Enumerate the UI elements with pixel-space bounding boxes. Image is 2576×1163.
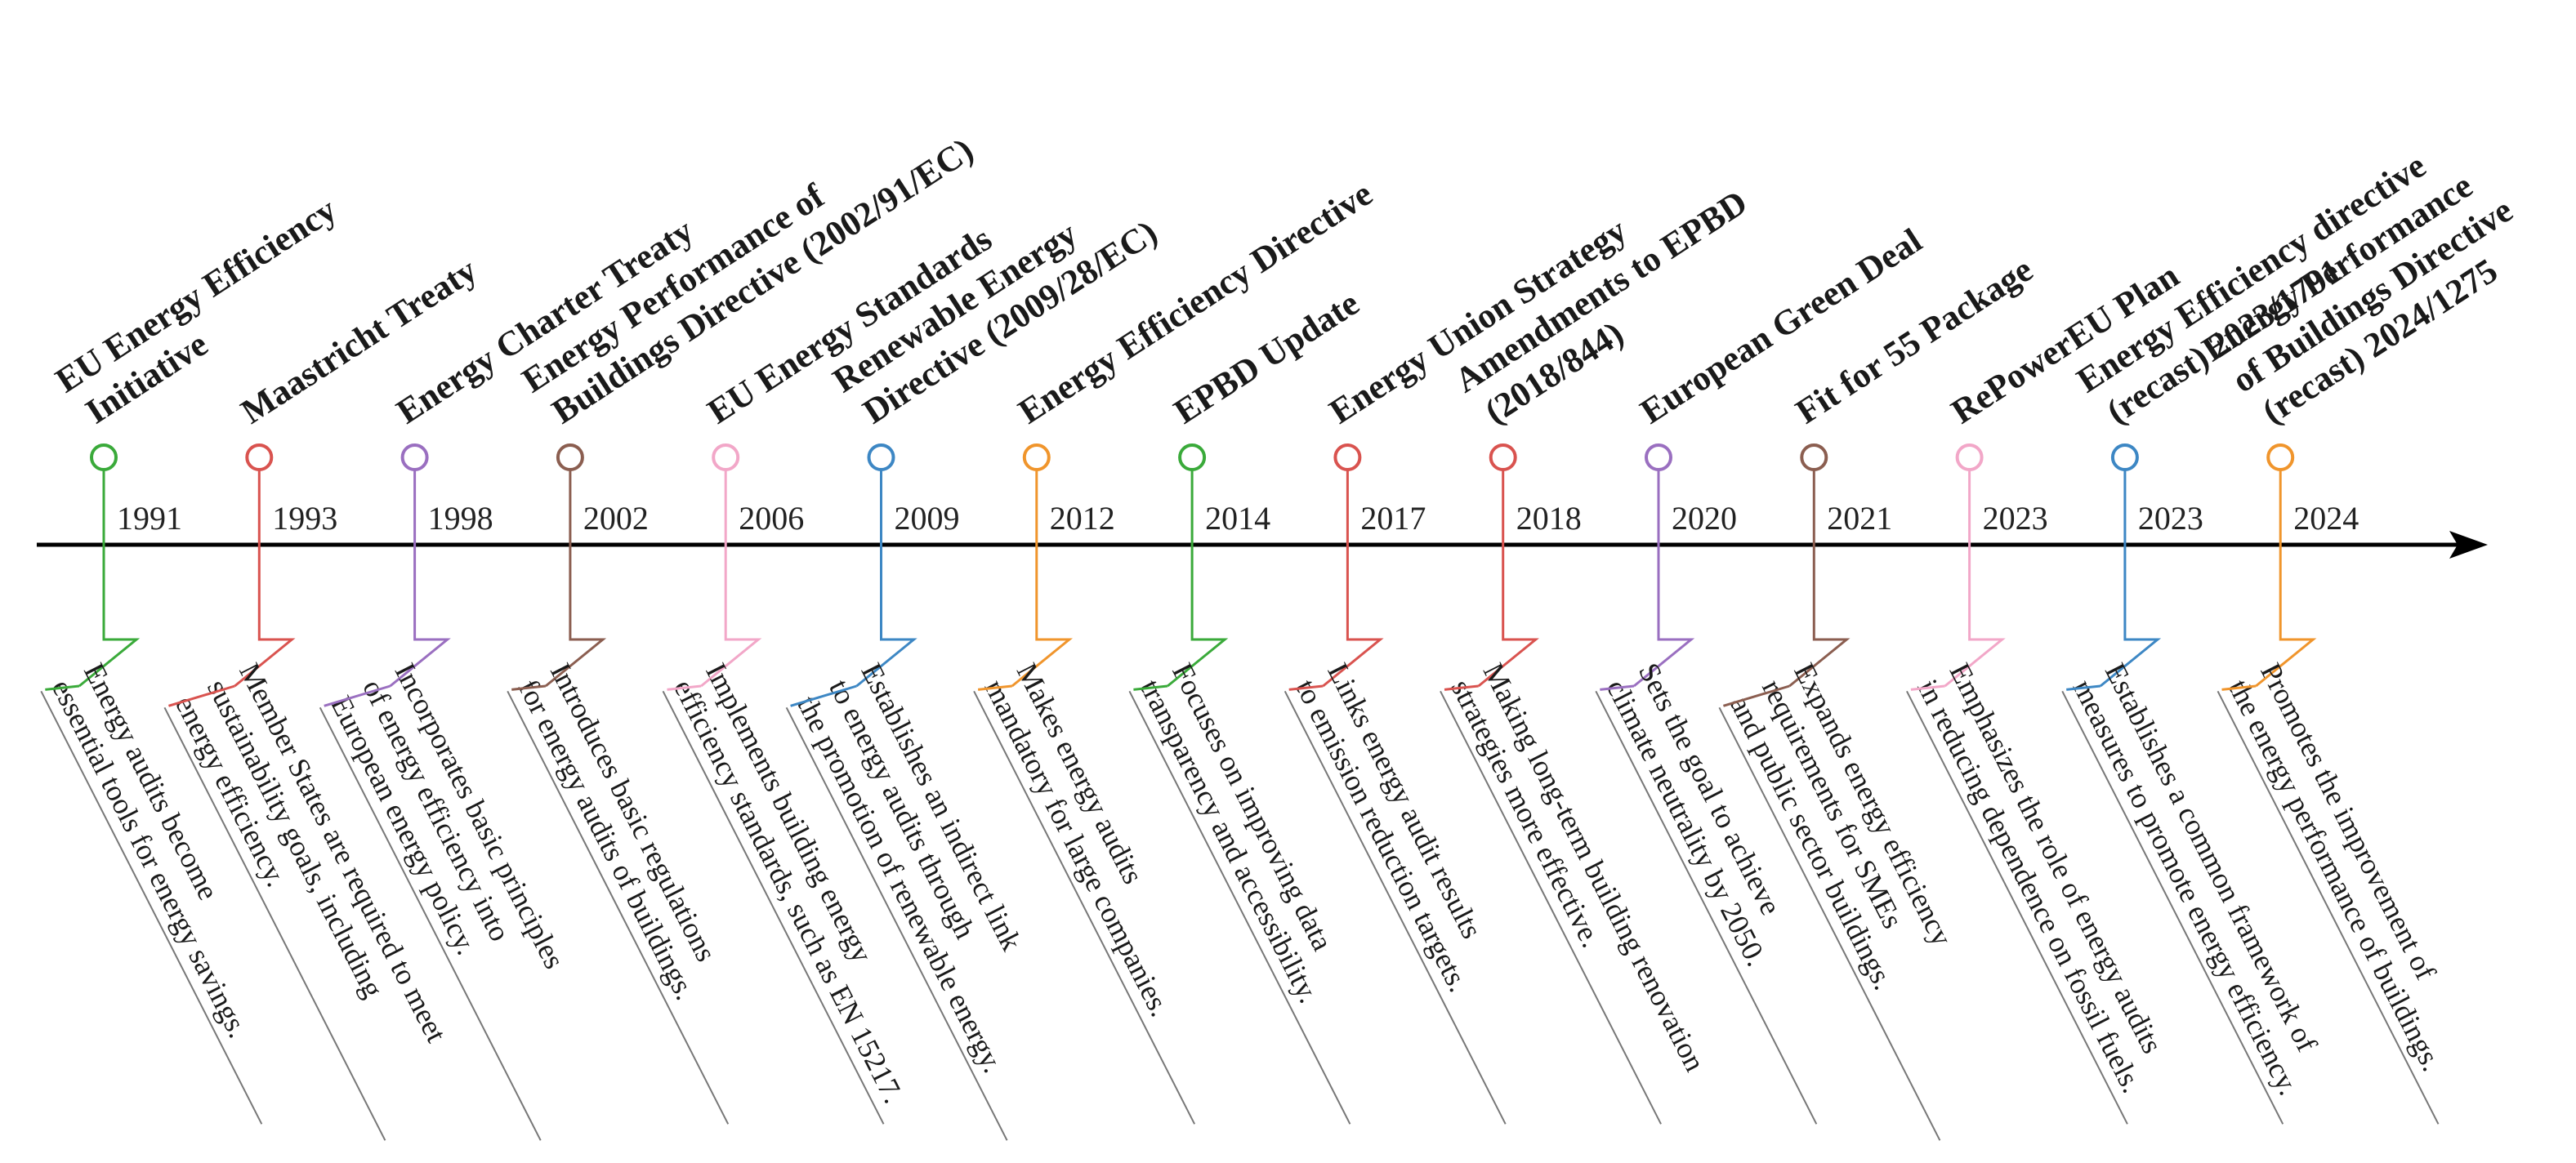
- event-guide-line: [40, 690, 263, 1125]
- event-leader: [1133, 684, 1168, 691]
- event-year: 1991: [117, 500, 182, 537]
- event-marker: [1955, 443, 1984, 471]
- event-title: EU Energy EfficiencyInitiative: [49, 190, 367, 436]
- event-guide-line: [1128, 690, 1351, 1125]
- event-guide-line: [973, 690, 1196, 1125]
- event-year: 2012: [1050, 500, 1115, 537]
- event-connector: [544, 470, 607, 688]
- event-marker: [90, 443, 118, 471]
- event-connector: [1944, 470, 2006, 688]
- event-guide-line: [1284, 690, 1507, 1125]
- event-connector: [78, 470, 141, 688]
- event-leader: [511, 684, 547, 691]
- event-leader: [667, 684, 702, 691]
- event-marker: [2266, 443, 2295, 471]
- event-connector: [1788, 470, 1851, 688]
- event-year: 2002: [583, 500, 649, 537]
- event-leader: [1910, 684, 1945, 691]
- event-year: 2023: [1983, 500, 2048, 537]
- event-connector: [2255, 470, 2317, 688]
- event-guide-line: [319, 706, 542, 1141]
- event-guide-line: [2217, 690, 2440, 1125]
- event-guide-line: [1718, 706, 1941, 1141]
- event-connector: [1322, 470, 1384, 688]
- event-leader: [2221, 684, 2257, 691]
- event-leader: [1288, 684, 1324, 691]
- event-marker: [400, 443, 429, 471]
- event-connector: [389, 470, 451, 688]
- event-year: 2006: [739, 500, 804, 537]
- event-leader: [2066, 684, 2101, 691]
- event-marker: [712, 443, 740, 471]
- event-connector: [234, 470, 296, 688]
- event-leader: [790, 684, 857, 707]
- event-year: 2014: [1205, 500, 1270, 537]
- event-marker: [1333, 443, 1362, 471]
- event-leader: [977, 684, 1012, 691]
- event-guide-line: [1595, 690, 1818, 1125]
- event-leader: [45, 684, 80, 691]
- event-year: 1993: [272, 500, 337, 537]
- timeline-arrowhead: [2449, 531, 2488, 559]
- event-leader: [167, 684, 235, 707]
- event-connector: [2099, 470, 2162, 688]
- event-leader: [1600, 684, 1635, 691]
- event-connector: [855, 470, 917, 688]
- event-guide-line: [163, 706, 386, 1141]
- event-marker: [245, 443, 274, 471]
- event-marker: [1645, 443, 1672, 471]
- event-leader: [1722, 684, 1790, 707]
- event-marker: [1022, 443, 1051, 471]
- event-connector: [1011, 470, 1074, 688]
- event-connector: [1633, 470, 1695, 688]
- event-marker: [2110, 443, 2139, 471]
- event-connector: [1477, 470, 1539, 688]
- event-guide-line: [507, 690, 730, 1125]
- event-marker: [867, 443, 895, 471]
- event-marker: [1800, 443, 1828, 471]
- event-marker: [556, 443, 584, 471]
- event-guide-line: [1440, 690, 1662, 1125]
- event-connector: [700, 470, 762, 688]
- event-guide-line: [2061, 690, 2284, 1125]
- event-year: 2024: [2293, 500, 2359, 537]
- event-year: 2009: [895, 500, 960, 537]
- event-title: Energy Performanceof Buildings Directive…: [2196, 155, 2543, 440]
- event-year: 2021: [1827, 500, 1892, 537]
- event-year: 2023: [2138, 500, 2203, 537]
- event-guide-line: [1906, 690, 2128, 1125]
- event-year: 2017: [1360, 500, 1426, 537]
- event-connector: [1167, 470, 1229, 688]
- event-year: 2020: [1672, 500, 1737, 537]
- event-marker: [1178, 443, 1207, 471]
- event-leader: [1444, 684, 1479, 691]
- event-year: 1998: [428, 500, 493, 537]
- event-leader: [324, 684, 391, 707]
- event-guide-line: [785, 706, 1008, 1141]
- event-marker: [1489, 443, 1517, 471]
- event-year: 2018: [1516, 500, 1582, 537]
- event-guide-line: [662, 690, 885, 1125]
